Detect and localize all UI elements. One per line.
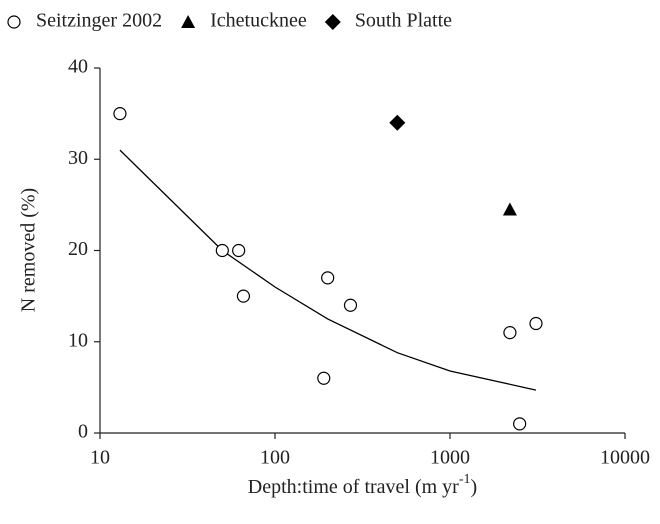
y-tick-label: 40: [68, 56, 88, 78]
x-axis-label: Depth:time of travel (m yr-1): [248, 472, 477, 497]
data-point: [232, 243, 246, 258]
x-tick-label: 10000: [600, 447, 650, 469]
x-label-sup: -1: [459, 472, 471, 487]
data-point: [503, 326, 517, 340]
x-tick-label: 1000: [430, 447, 470, 469]
y-tick-label: 20: [68, 238, 88, 260]
data-point: [529, 316, 543, 331]
x-label-main: Depth:time of travel (m yr: [248, 476, 459, 498]
trend-line: [119, 149, 537, 391]
y-tick-label: 30: [68, 147, 88, 169]
y-tick-label: 0: [78, 421, 88, 443]
x-label-end: ): [471, 476, 478, 498]
data-point: [236, 289, 251, 303]
data-point: [513, 417, 527, 431]
data-point: [502, 202, 517, 216]
x-tick-label: 100: [260, 447, 290, 469]
legend-marker: [7, 15, 21, 29]
data-point: [215, 243, 229, 258]
y-tick-label: 10: [68, 329, 88, 351]
data-point: [317, 371, 331, 385]
y-axis-label: N removed (%): [18, 188, 40, 312]
legend-marker: [324, 14, 341, 30]
data-point: [343, 298, 358, 312]
data-point: [389, 114, 406, 131]
legend-marker: [181, 15, 196, 28]
legend-label: South Platte: [355, 10, 452, 32]
data-point: [321, 271, 335, 285]
legend-label: Ichetucknee: [210, 10, 307, 32]
data-point: [113, 107, 127, 121]
legend-label: Seitzinger 2002: [36, 10, 162, 32]
x-tick-label: 10: [90, 447, 110, 469]
